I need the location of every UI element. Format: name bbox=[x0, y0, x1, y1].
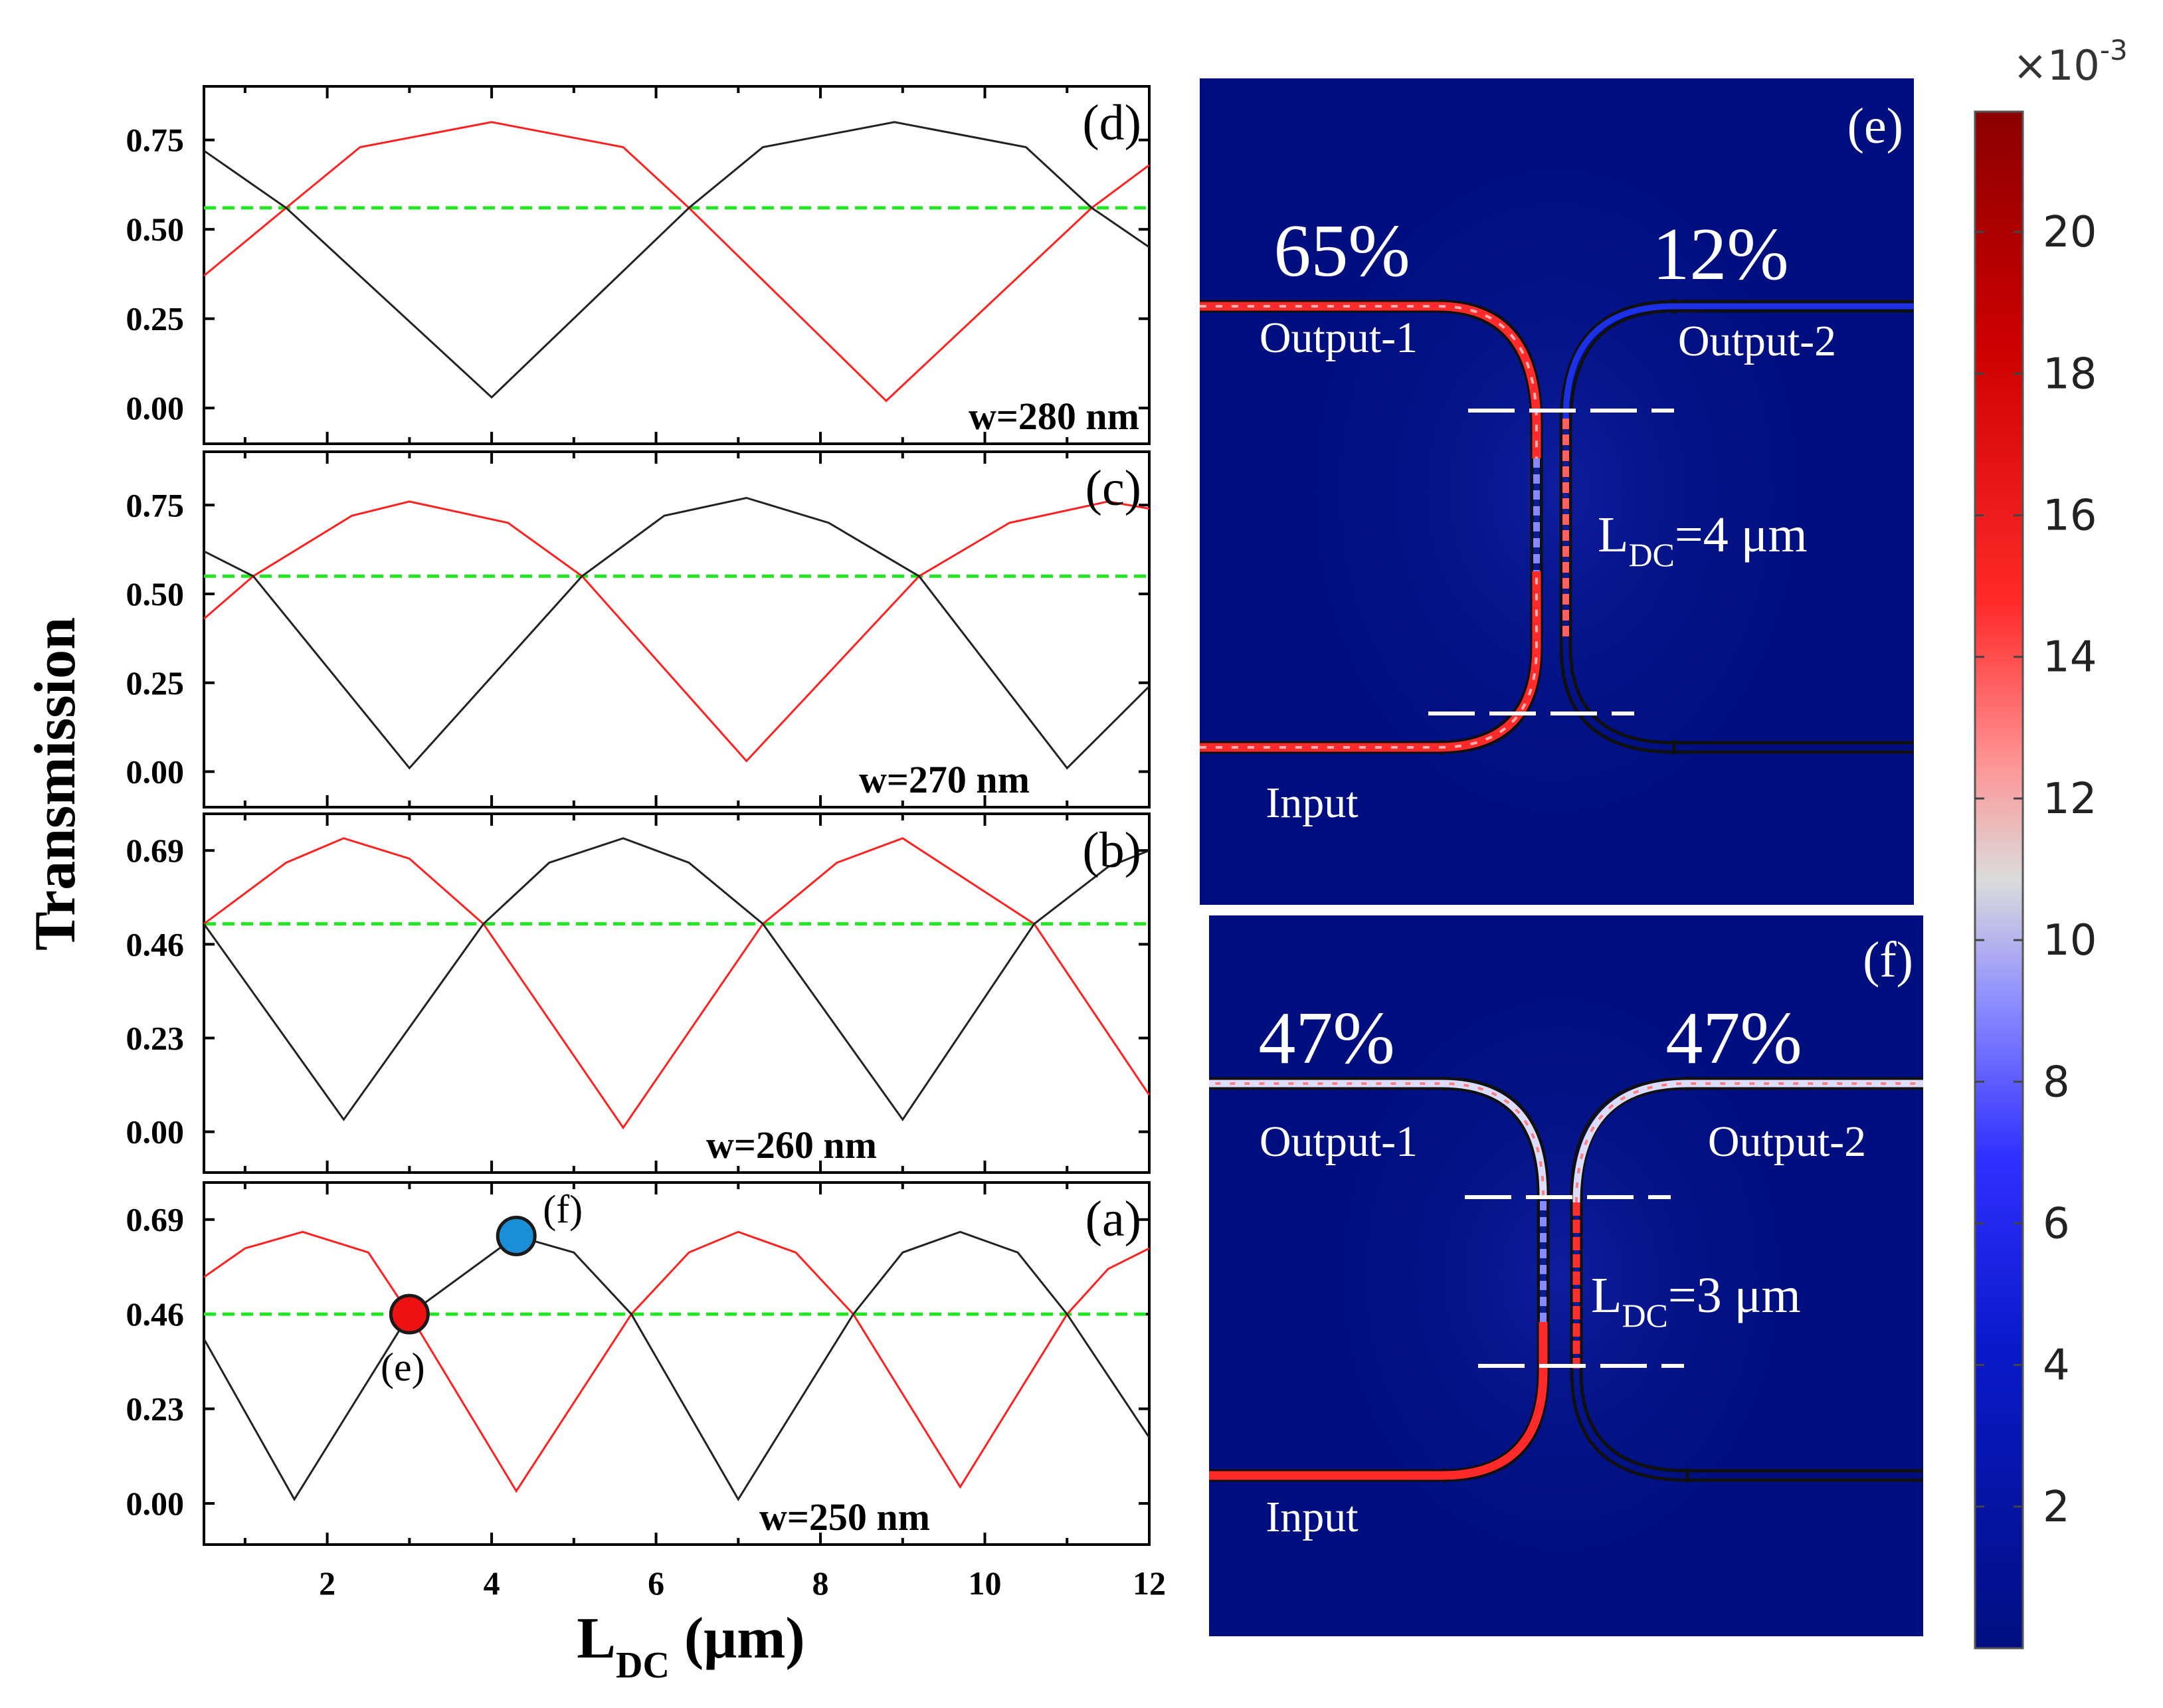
field-map-f-output2-percent: 47% bbox=[1665, 997, 1802, 1080]
panel-b-label: (b) bbox=[1082, 822, 1141, 878]
field-map-f-label: (f) bbox=[1863, 932, 1913, 988]
field-map-e-output1-label: Output-1 bbox=[1260, 314, 1418, 362]
field-map-f: (f) 47% 47% Output-1 Output-2 Input LDC=… bbox=[1209, 915, 1923, 1636]
panel-b-frame bbox=[203, 812, 1151, 1174]
line-plots: 0.000.250.500.75 (d)w=280 nm0.000.250.500… bbox=[126, 85, 1166, 1602]
field-map-e-ldc: LDC=4 μm bbox=[1598, 507, 1808, 573]
colorbar-tick-label: 16 bbox=[2043, 492, 2097, 541]
panel-d-ytick-label: 0.50 bbox=[126, 211, 185, 248]
panel-a-ytick-label: 0.00 bbox=[126, 1485, 185, 1522]
field-map-f-ldc: LDC=3 μm bbox=[1591, 1268, 1801, 1334]
panel-c: 0.00 0.25 0.50 0.75 (c) w=270 nm bbox=[126, 450, 1151, 808]
field-map-e-ldc-main: L bbox=[1598, 507, 1628, 563]
panel-b-ytick-label: 0.46 bbox=[126, 925, 185, 963]
colorbar-tick-label: 18 bbox=[2043, 349, 2097, 399]
panel-c-annotation: w=270 nm bbox=[859, 758, 1030, 801]
marker-e bbox=[389, 1293, 430, 1335]
panel-d-ytick-label: 0.25 bbox=[126, 300, 185, 337]
field-map-f-output1-percent: 47% bbox=[1258, 997, 1394, 1080]
y-axis-label: Transmission bbox=[23, 617, 88, 951]
panel-c-label: (c) bbox=[1085, 460, 1141, 516]
colorbar-tick-label: 8 bbox=[2043, 1058, 2070, 1107]
marker-f bbox=[496, 1216, 537, 1257]
panel-a-label: (a) bbox=[1085, 1191, 1141, 1247]
colorbar-tick-label: 12 bbox=[2043, 775, 2097, 824]
field-map-e-ldc-value: =4 μm bbox=[1675, 507, 1808, 563]
panel-a: 0.00 0.23 0.46 0.69 (a) w=250 nm (e) (f) 2 4 6 8 10 1… bbox=[126, 1181, 1166, 1602]
colorbar: 2 4 6 8 10 12 14 16 18 20 ×10-3 bbox=[1974, 34, 2128, 1650]
panel-c-series-black bbox=[203, 496, 1151, 770]
field-map-e: (e) 65% 12% Output-1 Output-2 Input LDC=… bbox=[1200, 78, 1914, 905]
colorbar-exponent-base: ×10 bbox=[2013, 41, 2100, 90]
panel-b-ytick-label: 0.00 bbox=[126, 1113, 185, 1151]
panel-b-series-red bbox=[203, 837, 1151, 1130]
panel-d-ytick-label: 0.00 bbox=[126, 389, 185, 427]
field-map-f-input-field bbox=[1209, 1322, 1548, 1480]
field-map-f-ldc-value: =3 μm bbox=[1668, 1268, 1801, 1323]
colorbar-ticks: 2 4 6 8 10 12 14 16 18 20 bbox=[1975, 208, 2097, 1532]
field-map-f-output1-field bbox=[1209, 1080, 1547, 1196]
field-map-e-ldc-sub: DC bbox=[1628, 536, 1674, 573]
field-map-e-output2-percent: 12% bbox=[1652, 213, 1788, 296]
field-map-e-output2-field bbox=[1562, 303, 1914, 419]
panel-d-annotation: w=280 nm bbox=[969, 395, 1139, 438]
panel-b: 0.00 0.23 0.46 0.69 (b) w=260 nm bbox=[126, 812, 1151, 1174]
xtick-label: 6 bbox=[648, 1565, 664, 1602]
field-map-e-output1-percent: 65% bbox=[1273, 210, 1410, 292]
marker-label-e: (e) bbox=[381, 1345, 425, 1389]
xtick-label: 12 bbox=[1133, 1565, 1166, 1602]
panel-b-ytick-label: 0.69 bbox=[126, 832, 185, 869]
colorbar-gradient bbox=[1974, 110, 2024, 1650]
panel-c-ytick-label: 0.00 bbox=[126, 753, 185, 791]
field-map-e-input-label: Input bbox=[1266, 779, 1358, 827]
colorbar-exponent: ×10-3 bbox=[2013, 34, 2128, 90]
colorbar-exponent-power: -3 bbox=[2100, 34, 2128, 66]
panel-d-series-red bbox=[203, 121, 1150, 403]
xtick-label: 2 bbox=[319, 1565, 335, 1602]
panel-a-frame bbox=[203, 1181, 1151, 1546]
panel-b-annotation: w=260 nm bbox=[706, 1123, 877, 1167]
colorbar-tick-label: 2 bbox=[2043, 1483, 2070, 1532]
panel-c-series-red bbox=[203, 500, 1150, 763]
panel-d-series-black bbox=[203, 121, 1150, 399]
field-map-f-ldc-main: L bbox=[1591, 1268, 1622, 1323]
x-axis-label-sub: DC bbox=[616, 1645, 670, 1686]
panel-b-ytick-label: 0.23 bbox=[126, 1020, 185, 1057]
colorbar-tick-label: 4 bbox=[2043, 1341, 2070, 1390]
marker-label-f: (f) bbox=[543, 1188, 583, 1232]
panel-c-frame bbox=[203, 450, 1151, 808]
colorbar-tick-label: 20 bbox=[2043, 208, 2097, 257]
panel-d-label: (d) bbox=[1082, 95, 1141, 151]
panel-d-ytick-label: 0.75 bbox=[126, 122, 185, 159]
panel-c-ytick-label: 0.25 bbox=[126, 664, 185, 702]
x-axis-label: LDC (μm) bbox=[577, 1606, 804, 1686]
field-map-f-output2-label: Output-2 bbox=[1708, 1117, 1866, 1166]
xtick-label: 8 bbox=[812, 1565, 829, 1602]
field-map-e-output2-label: Output-2 bbox=[1678, 317, 1836, 365]
panel-a-ytick-label: 0.23 bbox=[126, 1390, 185, 1428]
colorbar-tick-label: 10 bbox=[2043, 916, 2097, 965]
panel-a-series-black bbox=[203, 1230, 1151, 1501]
field-map-f-ldc-sub: DC bbox=[1622, 1297, 1667, 1334]
xtick-label: 4 bbox=[484, 1565, 500, 1602]
x-axis-label-main: L bbox=[577, 1606, 616, 1671]
panel-d: 0.00 0.25 0.50 0.75 (d) w=280 nm bbox=[126, 85, 1151, 445]
panel-d-frame bbox=[203, 85, 1151, 445]
xtick-label: 10 bbox=[969, 1565, 1002, 1602]
panel-b-series-black bbox=[203, 837, 1150, 1121]
panel-a-annotation: w=250 nm bbox=[759, 1495, 930, 1539]
field-map-e-label: (e) bbox=[1847, 98, 1903, 154]
field-map-f-output1-label: Output-1 bbox=[1260, 1117, 1418, 1166]
panel-c-ytick-label: 0.75 bbox=[126, 486, 185, 523]
panel-a-ytick-label: 0.69 bbox=[126, 1201, 185, 1238]
colorbar-tick-label: 6 bbox=[2043, 1199, 2070, 1248]
field-map-f-input-label: Input bbox=[1266, 1493, 1358, 1541]
panel-c-ytick-label: 0.50 bbox=[126, 575, 185, 613]
panel-a-ytick-label: 0.46 bbox=[126, 1295, 185, 1333]
panel-a-series-red bbox=[203, 1230, 1150, 1493]
colorbar-tick-label: 14 bbox=[2043, 633, 2097, 682]
x-axis-label-unit: (μm) bbox=[670, 1606, 805, 1671]
